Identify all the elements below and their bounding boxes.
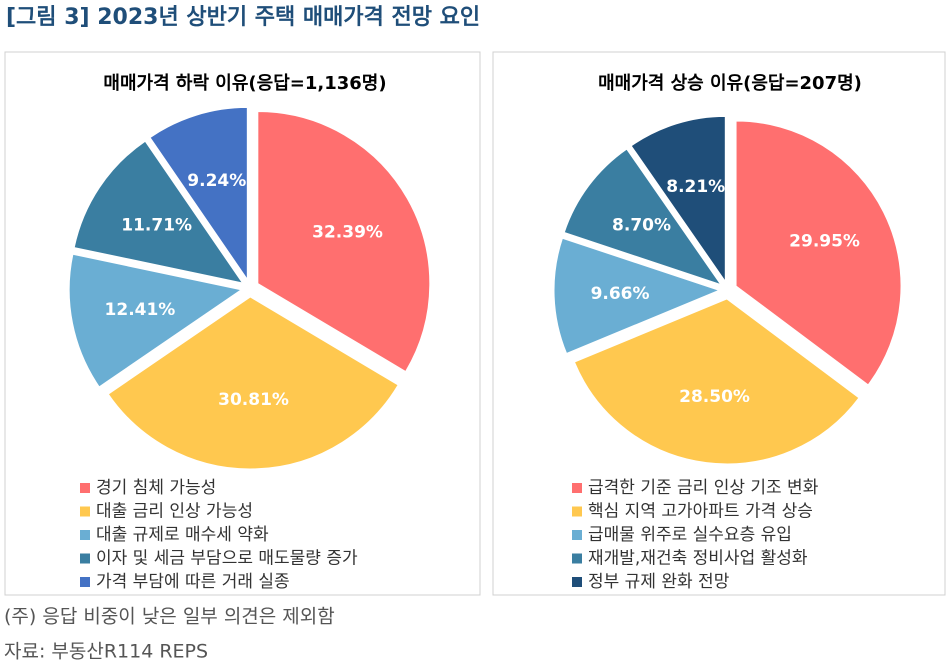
- legend-label: 이자 및 세금 부담으로 매도물량 증가: [96, 549, 358, 569]
- legend-swatch: [572, 577, 582, 587]
- pie-slice: [735, 120, 902, 386]
- source: 자료: 부동산R114 REPS: [4, 641, 208, 663]
- legend-label: 급매물 위주로 실수요층 유입: [588, 525, 792, 545]
- note: (주) 응답 비중이 낮은 일부 의견은 제외함: [4, 606, 335, 628]
- pie-slice: [149, 106, 248, 282]
- legend-swatch: [80, 530, 90, 540]
- data-label: 8.70%: [612, 215, 671, 235]
- legend-label: 정부 규제 완화 전망: [588, 572, 730, 592]
- pie-slice: [73, 140, 244, 284]
- legend-swatch: [572, 506, 582, 517]
- pie-slice: [107, 296, 399, 470]
- legend-label: 재개발,재건축 정비사업 활성화: [588, 549, 808, 569]
- legend-swatch: [572, 483, 582, 493]
- data-label: 32.39%: [312, 223, 383, 243]
- chart-title: 매매가격 하락 이유(응답=1,136명): [103, 73, 386, 94]
- data-label: 9.24%: [187, 171, 246, 191]
- legend-swatch: [572, 530, 582, 540]
- pie-slice: [68, 253, 243, 388]
- legend-swatch: [572, 553, 582, 564]
- legend-label: 대출 금리 인상 가능성: [96, 502, 253, 522]
- data-label: 8.21%: [666, 177, 725, 197]
- pie-slice: [257, 111, 431, 373]
- data-label: 28.50%: [679, 387, 750, 407]
- legend-label: 경기 침체 가능성: [96, 478, 216, 498]
- legend-swatch: [80, 553, 90, 564]
- legend-label: 급격한 기준 금리 인상 기조 변화: [588, 478, 819, 498]
- pie-slice: [563, 148, 723, 286]
- pie-slice: [573, 298, 860, 465]
- legend-swatch: [80, 577, 90, 587]
- legend-swatch: [80, 483, 90, 493]
- panel: [492, 51, 946, 596]
- legend-label: 핵심 지역 고가아파트 가격 상승: [588, 502, 813, 522]
- legend-label: 가격 부담에 따른 거래 실종: [96, 572, 290, 592]
- data-label: 29.95%: [789, 232, 860, 252]
- data-label: 9.66%: [591, 284, 650, 304]
- legend-label: 대출 규제로 매수세 약화: [96, 525, 269, 545]
- legend-swatch: [80, 506, 90, 517]
- chart-title: 매매가격 상승 이유(응답=207명): [598, 73, 862, 94]
- figure-title: [그림 3] 2023년 상반기 주택 매매가격 전망 요인: [6, 5, 480, 30]
- pie-slice: [553, 237, 721, 355]
- data-label: 12.41%: [105, 300, 176, 320]
- pie-slice: [630, 115, 726, 284]
- data-label: 30.81%: [218, 390, 289, 410]
- panel: [4, 51, 481, 596]
- data-label: 11.71%: [121, 216, 192, 236]
